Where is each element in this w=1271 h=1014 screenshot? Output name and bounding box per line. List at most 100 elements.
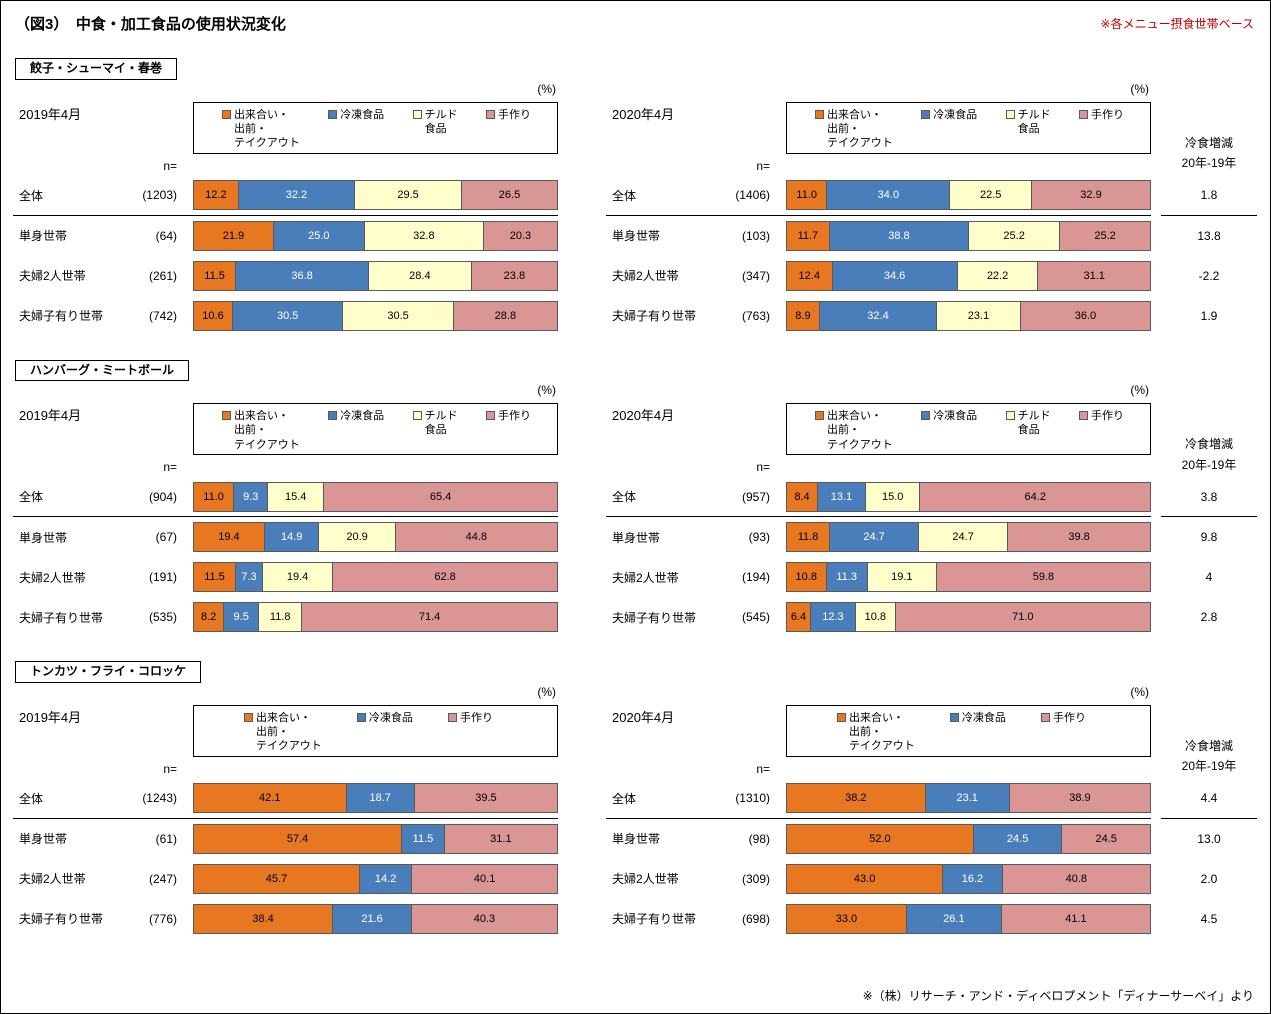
row-n-value: (535) bbox=[148, 610, 177, 625]
row-n-value: (64) bbox=[155, 228, 177, 243]
legend-label: チルド 食品 bbox=[424, 108, 458, 135]
bar-segment-value: 19.4 bbox=[218, 531, 240, 544]
bar-segment: 32.2 bbox=[238, 180, 356, 211]
bar-row: 夫婦2人世帯 (309) 43.0 16.2 40.8 bbox=[606, 859, 1151, 899]
bar-segment-value: 32.9 bbox=[1080, 189, 1102, 202]
percent-unit-label: (%) bbox=[1130, 383, 1149, 398]
stacked-bar: 11.8 24.7 24.7 39.8 bbox=[786, 522, 1152, 553]
row-n-value: (61) bbox=[155, 831, 177, 846]
bar-segment: 28.8 bbox=[453, 300, 558, 331]
bar-segment-value: 30.5 bbox=[276, 309, 299, 322]
legend-swatch-icon bbox=[412, 411, 422, 421]
legend-swatch-icon bbox=[222, 411, 231, 421]
bar-segment: 8.4 bbox=[786, 481, 819, 512]
row-category-label: 全体 bbox=[19, 490, 44, 505]
bar-segment: 31.1 bbox=[1038, 260, 1151, 291]
chart-panel: (%) 2020年4月 出来合い・ 出前・ テイクアウト 冷凍食品 チルド 食品… bbox=[606, 383, 1152, 637]
bar-segment-value: 10.8 bbox=[795, 571, 817, 584]
bar-segment: 15.4 bbox=[268, 481, 325, 512]
bar-rows: 全体 (1243) 42.1 18.7 39.5 単身世帯 (61) 57.4 … bbox=[13, 779, 559, 939]
legend-label: 冷凍食品 bbox=[933, 108, 978, 121]
bar-segment: 12.4 bbox=[786, 260, 833, 291]
legend-label: 冷凍食品 bbox=[368, 711, 413, 724]
frozen-diff-header-line2: 20年-19年 bbox=[1181, 457, 1237, 472]
stacked-bar: 11.0 9.3 15.4 65.4 bbox=[193, 481, 558, 512]
legend-item: 冷凍食品 bbox=[921, 108, 977, 122]
stacked-bar: 11.5 36.8 28.4 23.8 bbox=[193, 260, 558, 291]
legend-item: チルド 食品 bbox=[412, 409, 458, 438]
bar-row: 単身世帯 (64) 21.9 25.0 32.8 20.3 bbox=[13, 216, 558, 256]
period-label: 2019年4月 bbox=[19, 408, 82, 424]
row-category-label: 単身世帯 bbox=[612, 530, 661, 545]
legend-swatch-icon bbox=[244, 712, 253, 722]
bar-segment: 44.8 bbox=[395, 522, 558, 553]
row-n-value: (261) bbox=[148, 268, 177, 283]
row-n-value: (103) bbox=[741, 228, 770, 243]
bar-segment-value: 10.6 bbox=[202, 309, 224, 322]
chart-panel: (%) 2019年4月 出来合い・ 出前・ テイクアウト 冷凍食品 手作り n=… bbox=[13, 685, 559, 939]
bar-row: 夫婦子有り世帯 (698) 33.0 26.1 41.1 bbox=[606, 899, 1151, 939]
legend-swatch-icon bbox=[921, 411, 931, 421]
bar-segment: 43.0 bbox=[786, 863, 944, 894]
n-row: n= bbox=[606, 455, 786, 477]
bar-segment: 13.1 bbox=[818, 481, 866, 512]
legend-label: 出来合い・ 出前・ テイクアウト bbox=[256, 711, 322, 753]
bar-segment: 14.2 bbox=[359, 863, 413, 894]
panel-head: 2019年4月 出来合い・ 出前・ テイクアウト 冷凍食品 チルド 食品 手作り bbox=[13, 101, 558, 154]
bar-segment: 22.2 bbox=[957, 260, 1039, 291]
bar-segment-value: 8.2 bbox=[200, 611, 217, 624]
bar-segment: 45.7 bbox=[193, 863, 360, 894]
stacked-bar: 33.0 26.1 41.1 bbox=[786, 903, 1151, 934]
row-category-label: 夫婦子有り世帯 bbox=[19, 610, 104, 625]
bar-segment-value: 6.4 bbox=[790, 611, 807, 624]
bar-segment-value: 25.0 bbox=[308, 229, 330, 242]
n-equals-label: n= bbox=[163, 158, 177, 173]
legend-swatch-icon bbox=[328, 411, 338, 421]
stacked-bar: 52.0 24.5 24.5 bbox=[786, 823, 1151, 854]
frozen-diff-column: 冷食増減 20年-19年 1.8 13.8 -2.2 1.9 bbox=[1161, 82, 1257, 336]
bar-segment-value: 21.6 bbox=[361, 912, 383, 925]
bar-segment-value: 23.8 bbox=[503, 269, 526, 282]
bar-segment: 10.8 bbox=[855, 602, 896, 633]
bar-row: 夫婦子有り世帯 (776) 38.4 21.6 40.3 bbox=[13, 899, 558, 939]
frozen-diff-value: 4 bbox=[1205, 570, 1213, 585]
bar-segment: 62.8 bbox=[333, 562, 558, 593]
bar-segment-value: 13.1 bbox=[830, 490, 853, 503]
bar-segment-value: 34.6 bbox=[883, 269, 906, 282]
bar-segment-value: 22.2 bbox=[986, 269, 1009, 282]
stacked-bar: 45.7 14.2 40.1 bbox=[193, 863, 559, 894]
frozen-diff-value: 3.8 bbox=[1161, 477, 1257, 518]
bar-row: 全体 (1243) 42.1 18.7 39.5 bbox=[13, 779, 559, 819]
legend-swatch-icon bbox=[1041, 712, 1050, 722]
n-equals-label: n= bbox=[163, 460, 177, 475]
frozen-diff-header-line1: 冷食増減 bbox=[1184, 739, 1233, 753]
bar-segment: 38.4 bbox=[193, 903, 334, 934]
n-row: n= bbox=[13, 757, 193, 779]
legend-item: 出来合い・ 出前・ テイクアウト bbox=[222, 108, 300, 151]
period-label: 2020年4月 bbox=[612, 709, 675, 725]
legend-item: チルド 食品 bbox=[1005, 409, 1051, 438]
bar-segment: 30.5 bbox=[233, 300, 344, 331]
bar-segment-value: 21.9 bbox=[222, 229, 245, 242]
bar-segment-value: 22.5 bbox=[979, 189, 1002, 202]
bar-segment-value: 24.7 bbox=[952, 531, 974, 544]
row-n-value: (1203) bbox=[142, 188, 177, 203]
frozen-diff-value: 9.8 bbox=[1200, 530, 1218, 545]
n-row: n= bbox=[13, 154, 193, 176]
bar-segment-value: 43.0 bbox=[853, 872, 876, 885]
bar-segment: 8.2 bbox=[193, 602, 225, 633]
frozen-diff-value: 2.0 bbox=[1200, 871, 1218, 886]
bar-segment-value: 20.9 bbox=[346, 531, 368, 544]
frozen-diff-value: 1.9 bbox=[1200, 308, 1218, 323]
bar-segment: 24.5 bbox=[1062, 823, 1151, 854]
stacked-bar: 8.4 13.1 15.0 64.2 bbox=[786, 481, 1151, 512]
bar-segment-value: 26.5 bbox=[498, 189, 521, 202]
legend-swatch-icon bbox=[328, 109, 338, 119]
legend-label: チルド 食品 bbox=[1017, 108, 1051, 135]
panels: (%) 2019年4月 出来合い・ 出前・ テイクアウト 冷凍食品 手作り n=… bbox=[13, 685, 1151, 939]
frozen-diff-value: -2.2 bbox=[1198, 268, 1220, 283]
bar-segment: 34.0 bbox=[827, 180, 951, 211]
row-category-label: 夫婦子有り世帯 bbox=[19, 309, 104, 324]
bar-segment: 23.1 bbox=[925, 783, 1010, 814]
legend-label: チルド 食品 bbox=[1017, 410, 1051, 437]
